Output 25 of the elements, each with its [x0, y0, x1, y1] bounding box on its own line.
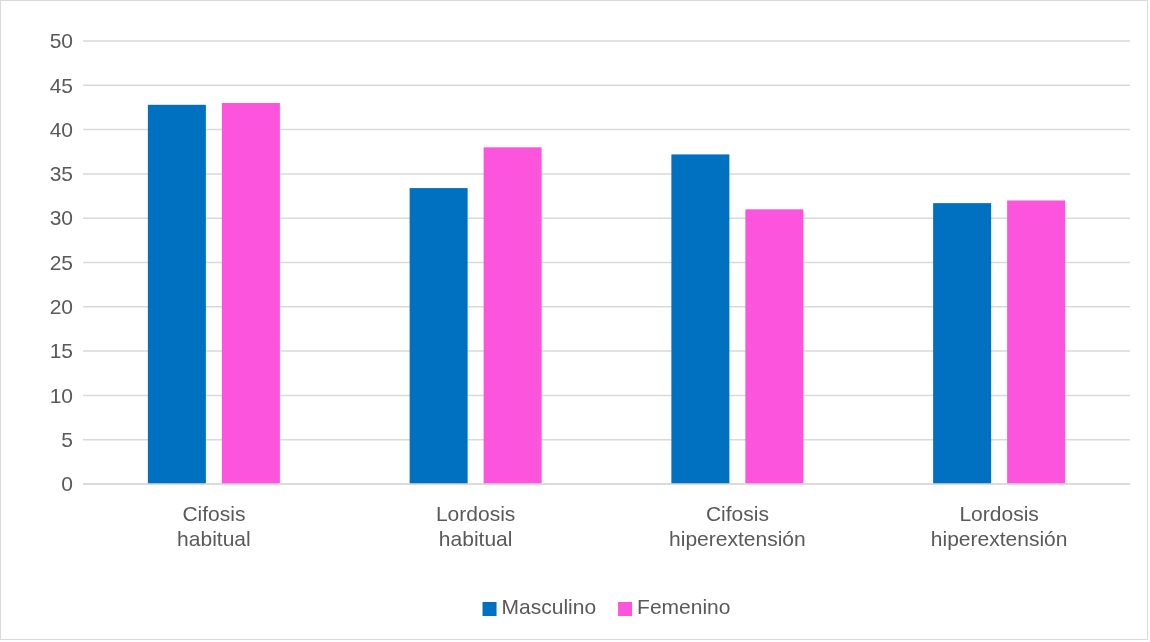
- bar: [671, 154, 730, 484]
- y-tick-label: 0: [61, 472, 73, 496]
- bar: [409, 188, 468, 484]
- legend-label: Femenino: [637, 595, 731, 618]
- bar: [1007, 200, 1066, 484]
- y-tick-label: 10: [49, 383, 73, 407]
- y-tick-label: 5: [61, 427, 73, 451]
- y-tick-label: 45: [49, 73, 73, 97]
- bar: [933, 203, 992, 484]
- y-tick-label: 30: [49, 206, 73, 230]
- y-tick-label: 25: [49, 250, 73, 274]
- bar: [745, 209, 804, 484]
- legend-label: Masculino: [501, 595, 597, 618]
- y-tick-label: 50: [49, 29, 73, 53]
- x-tick-label: Lordosis hiperextensión: [930, 501, 1068, 551]
- bar: [483, 147, 542, 484]
- bar: [221, 103, 280, 484]
- x-tick-label: Lordosis habitual: [435, 501, 516, 551]
- y-tick-label: 40: [49, 117, 73, 141]
- y-tick-label: 15: [49, 339, 73, 363]
- bar: [147, 104, 206, 484]
- x-tick-label: Cifosis hiperextensión: [669, 501, 806, 551]
- y-tick-label: 20: [49, 295, 73, 319]
- x-tick-label: Cifosis habitual: [177, 501, 251, 551]
- y-tick-label: 35: [49, 162, 73, 186]
